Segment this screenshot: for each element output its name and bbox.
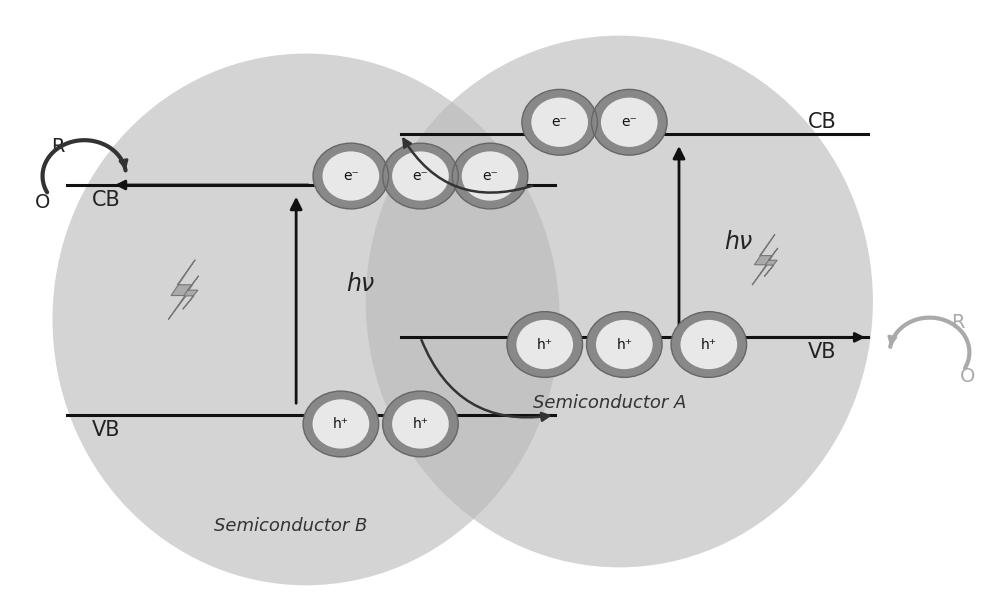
- Ellipse shape: [313, 399, 369, 449]
- Text: e⁻: e⁻: [343, 169, 359, 183]
- Polygon shape: [764, 248, 778, 276]
- Ellipse shape: [313, 143, 389, 209]
- Text: h⁺: h⁺: [701, 338, 717, 352]
- Ellipse shape: [680, 320, 737, 369]
- Text: R: R: [51, 137, 64, 156]
- Ellipse shape: [366, 36, 873, 567]
- Text: CB: CB: [808, 112, 837, 132]
- Ellipse shape: [591, 89, 667, 155]
- Ellipse shape: [522, 89, 597, 155]
- Ellipse shape: [383, 391, 458, 457]
- Ellipse shape: [303, 391, 379, 457]
- Text: e⁻: e⁻: [621, 115, 637, 129]
- Ellipse shape: [587, 312, 662, 377]
- Ellipse shape: [452, 143, 528, 209]
- Text: VB: VB: [92, 420, 121, 440]
- Ellipse shape: [383, 143, 458, 209]
- Ellipse shape: [596, 320, 653, 369]
- Ellipse shape: [322, 151, 379, 201]
- Text: h⁺: h⁺: [537, 338, 553, 352]
- Ellipse shape: [392, 399, 449, 449]
- Ellipse shape: [392, 151, 449, 201]
- Polygon shape: [752, 235, 775, 285]
- Text: e⁻: e⁻: [413, 169, 428, 183]
- Text: h⁺: h⁺: [616, 338, 632, 352]
- Text: R: R: [951, 313, 964, 332]
- Polygon shape: [183, 276, 199, 309]
- Ellipse shape: [601, 98, 658, 147]
- Text: e⁻: e⁻: [482, 169, 498, 183]
- Text: e⁻: e⁻: [552, 115, 568, 129]
- Ellipse shape: [507, 312, 583, 377]
- Text: h$\nu$: h$\nu$: [346, 271, 375, 295]
- Text: O: O: [960, 367, 975, 386]
- Ellipse shape: [531, 98, 588, 147]
- Text: h⁺: h⁺: [412, 417, 428, 431]
- Text: CB: CB: [92, 190, 121, 210]
- Text: h⁺: h⁺: [333, 417, 349, 431]
- Text: h$\nu$: h$\nu$: [724, 230, 753, 254]
- Ellipse shape: [52, 54, 560, 586]
- Text: Semiconductor A: Semiconductor A: [533, 394, 686, 412]
- Ellipse shape: [516, 320, 573, 369]
- Text: VB: VB: [808, 343, 837, 362]
- Ellipse shape: [462, 151, 518, 201]
- Text: Semiconductor B: Semiconductor B: [214, 517, 368, 534]
- Text: O: O: [35, 194, 50, 212]
- Ellipse shape: [671, 312, 747, 377]
- Polygon shape: [168, 260, 195, 320]
